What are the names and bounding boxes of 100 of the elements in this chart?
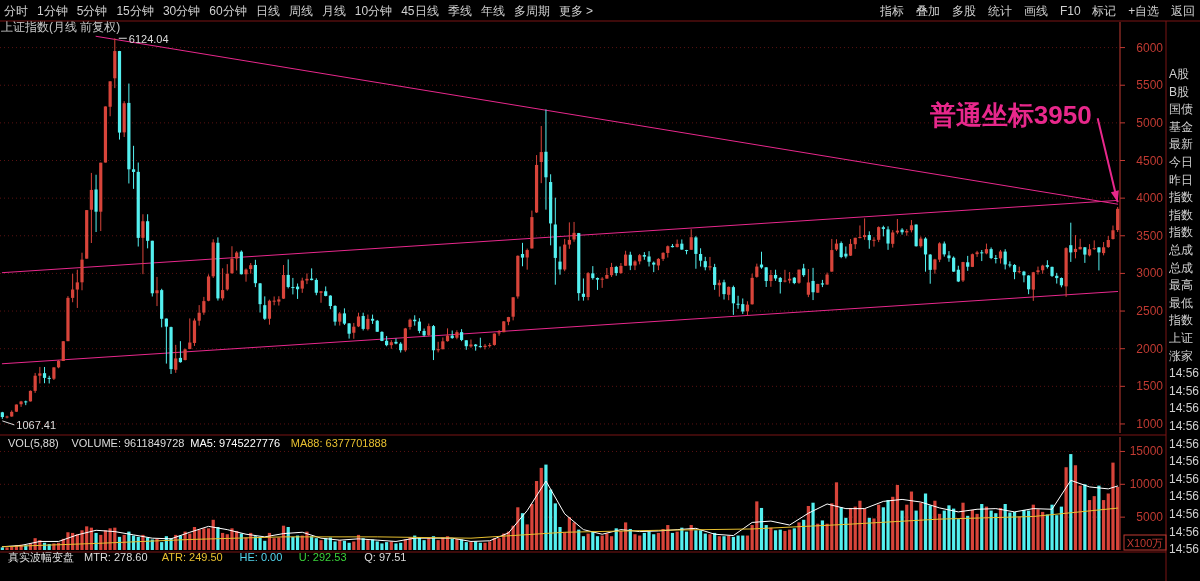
bar: [1050, 504, 1054, 550]
candlestick: [319, 290, 323, 304]
candlestick: [286, 258, 290, 289]
bar: [966, 515, 970, 550]
bar: [694, 530, 698, 550]
candlestick: [769, 269, 773, 288]
candlestick: [975, 250, 979, 258]
bar: [670, 532, 675, 550]
bar: [258, 536, 262, 550]
bar: [891, 496, 895, 550]
candlestick: [225, 263, 229, 292]
bar: [783, 530, 787, 550]
bar: [975, 513, 979, 550]
candlestick: [872, 236, 876, 248]
bar: [586, 533, 590, 550]
text: 分时: [4, 4, 28, 18]
bar: [600, 535, 604, 550]
candlestick: [1083, 246, 1087, 264]
chart-title: 上证指数(月线 前复权): [1, 20, 121, 34]
bar: [1111, 462, 1115, 550]
candlestick: [469, 339, 473, 349]
candlestick: [811, 267, 815, 301]
candlestick: [80, 252, 84, 291]
candlestick: [928, 253, 932, 285]
candlestick: [764, 266, 768, 288]
candlestick: [628, 251, 632, 271]
candlestick: [291, 277, 295, 295]
y-tick-label: 3500: [1136, 228, 1164, 243]
candlestick: [230, 245, 234, 275]
text: 5分钟: [76, 4, 108, 18]
text: 季线: [447, 4, 472, 18]
y-tick-label: 5000: [1136, 115, 1164, 130]
text: 更多 >: [558, 4, 593, 18]
bar: [450, 538, 454, 550]
bar: [717, 536, 721, 550]
bar: [1059, 506, 1064, 550]
bar: [633, 534, 637, 550]
candlestick: [572, 221, 576, 243]
bar: [919, 502, 923, 550]
bar: [708, 534, 712, 550]
text: 总成: [1168, 260, 1193, 275]
text: 1分钟: [37, 4, 68, 18]
candlestick: [197, 304, 201, 327]
candlestick: [511, 296, 515, 321]
candlestick: [595, 276, 600, 291]
text: HE: 0.00: [239, 551, 283, 563]
text: 月线: [321, 4, 346, 18]
text: ATR: 249.50: [161, 551, 223, 563]
text: 最新: [1169, 137, 1193, 152]
candlestick: [736, 295, 740, 310]
candlestick: [94, 174, 98, 233]
text: MTR: 278.60: [84, 551, 148, 563]
candlestick: [914, 223, 918, 248]
text: 60分钟: [209, 4, 247, 18]
bar: [703, 533, 707, 550]
candlestick: [263, 295, 267, 321]
candlestick: [131, 145, 136, 190]
bar: [745, 535, 750, 550]
bar: [914, 510, 918, 550]
text: 45日线: [401, 4, 439, 18]
text: 指数: [1168, 190, 1193, 205]
candlestick: [89, 172, 93, 244]
bar: [277, 537, 281, 550]
bar: [675, 531, 679, 550]
text: 统计: [988, 4, 1012, 18]
candlestick: [689, 228, 693, 251]
candlestick: [558, 245, 562, 276]
bar: [802, 519, 806, 550]
candlestick: [520, 242, 525, 267]
text: U: 292.53: [298, 551, 347, 563]
bar: [778, 529, 782, 550]
candlestick: [647, 250, 651, 267]
bar: [352, 541, 356, 550]
text: 涨家: [1169, 348, 1193, 363]
bar: [436, 540, 440, 550]
candlestick: [1073, 234, 1078, 259]
text: 多周期: [513, 4, 550, 18]
candlestick: [886, 225, 890, 251]
bar: [319, 540, 323, 550]
bar: [1017, 516, 1021, 550]
candlestick: [1031, 271, 1035, 302]
bar: [647, 531, 651, 550]
text: 14:56: [1169, 542, 1200, 557]
candlestick: [633, 259, 637, 271]
bar: [464, 542, 468, 550]
annotation: 普通坐标3950: [928, 100, 1092, 131]
y-tick-label: 1000: [1136, 416, 1164, 431]
bar: [792, 528, 796, 550]
text: 指数: [1168, 207, 1193, 222]
bar: [895, 484, 900, 550]
text: 14:56: [1169, 366, 1200, 381]
text: 昨日: [1169, 172, 1193, 187]
text: 14:56: [1169, 454, 1200, 469]
y-tick-label: 4000: [1136, 191, 1164, 206]
bar: [947, 505, 951, 550]
text: 国债: [1169, 102, 1193, 117]
bar: [1087, 500, 1092, 550]
text: 上证: [1169, 331, 1193, 345]
candlestick: [600, 276, 604, 289]
bar: [1036, 509, 1040, 550]
